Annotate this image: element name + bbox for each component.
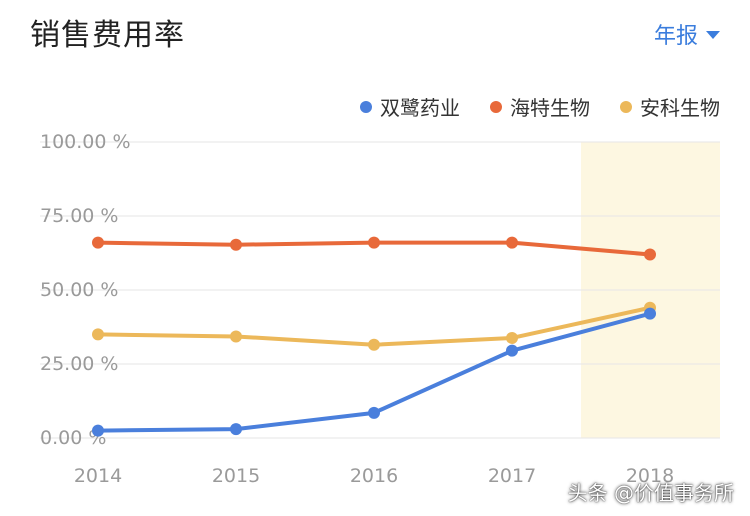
data-point-0 (506, 344, 518, 357)
x-tick-label: 2018 (626, 465, 674, 487)
data-point-1 (506, 236, 518, 249)
data-point-1 (92, 236, 104, 249)
data-point-2 (368, 338, 380, 351)
watermark: 头条 @价值事务所 (567, 481, 734, 505)
x-tick-label: 2015 (212, 465, 260, 487)
data-point-0 (230, 423, 242, 436)
x-tick-label: 2014 (74, 465, 122, 487)
y-tick-label: 50.00 % (40, 279, 119, 301)
legend-item-0[interactable]: 双鹭药业 (360, 92, 460, 121)
data-point-1 (368, 236, 380, 249)
data-point-0 (368, 406, 380, 419)
legend-dot-1 (490, 100, 502, 113)
caret-down-icon (706, 31, 720, 39)
period-label: 年报 (653, 24, 698, 49)
chart-legend: 双鹭药业 海特生物 安科生物 (360, 92, 720, 121)
legend-item-2[interactable]: 安科生物 (620, 92, 720, 121)
y-tick-label: 0.00 % (40, 427, 106, 449)
x-tick-label: 2016 (350, 465, 398, 487)
legend-dot-0 (360, 100, 372, 113)
legend-item-1[interactable]: 海特生物 (490, 92, 590, 121)
legend-dot-2 (620, 100, 632, 113)
data-point-2 (230, 330, 242, 343)
data-point-1 (230, 238, 242, 251)
legend-label-0: 双鹭药业 (380, 96, 460, 120)
data-point-1 (644, 248, 656, 261)
data-point-0 (644, 307, 656, 320)
x-tick-label: 2017 (488, 465, 536, 487)
page-title: 销售费用率 (30, 18, 185, 53)
data-point-0 (92, 424, 104, 437)
y-tick-label: 25.00 % (40, 353, 119, 375)
data-point-2 (92, 328, 104, 341)
y-tick-label: 100.00 % (40, 131, 131, 153)
data-point-2 (506, 331, 518, 344)
legend-label-2: 安科生物 (640, 96, 720, 120)
y-tick-label: 75.00 % (40, 205, 119, 227)
legend-label-1: 海特生物 (510, 96, 590, 120)
period-selector[interactable]: 年报 (654, 18, 720, 50)
